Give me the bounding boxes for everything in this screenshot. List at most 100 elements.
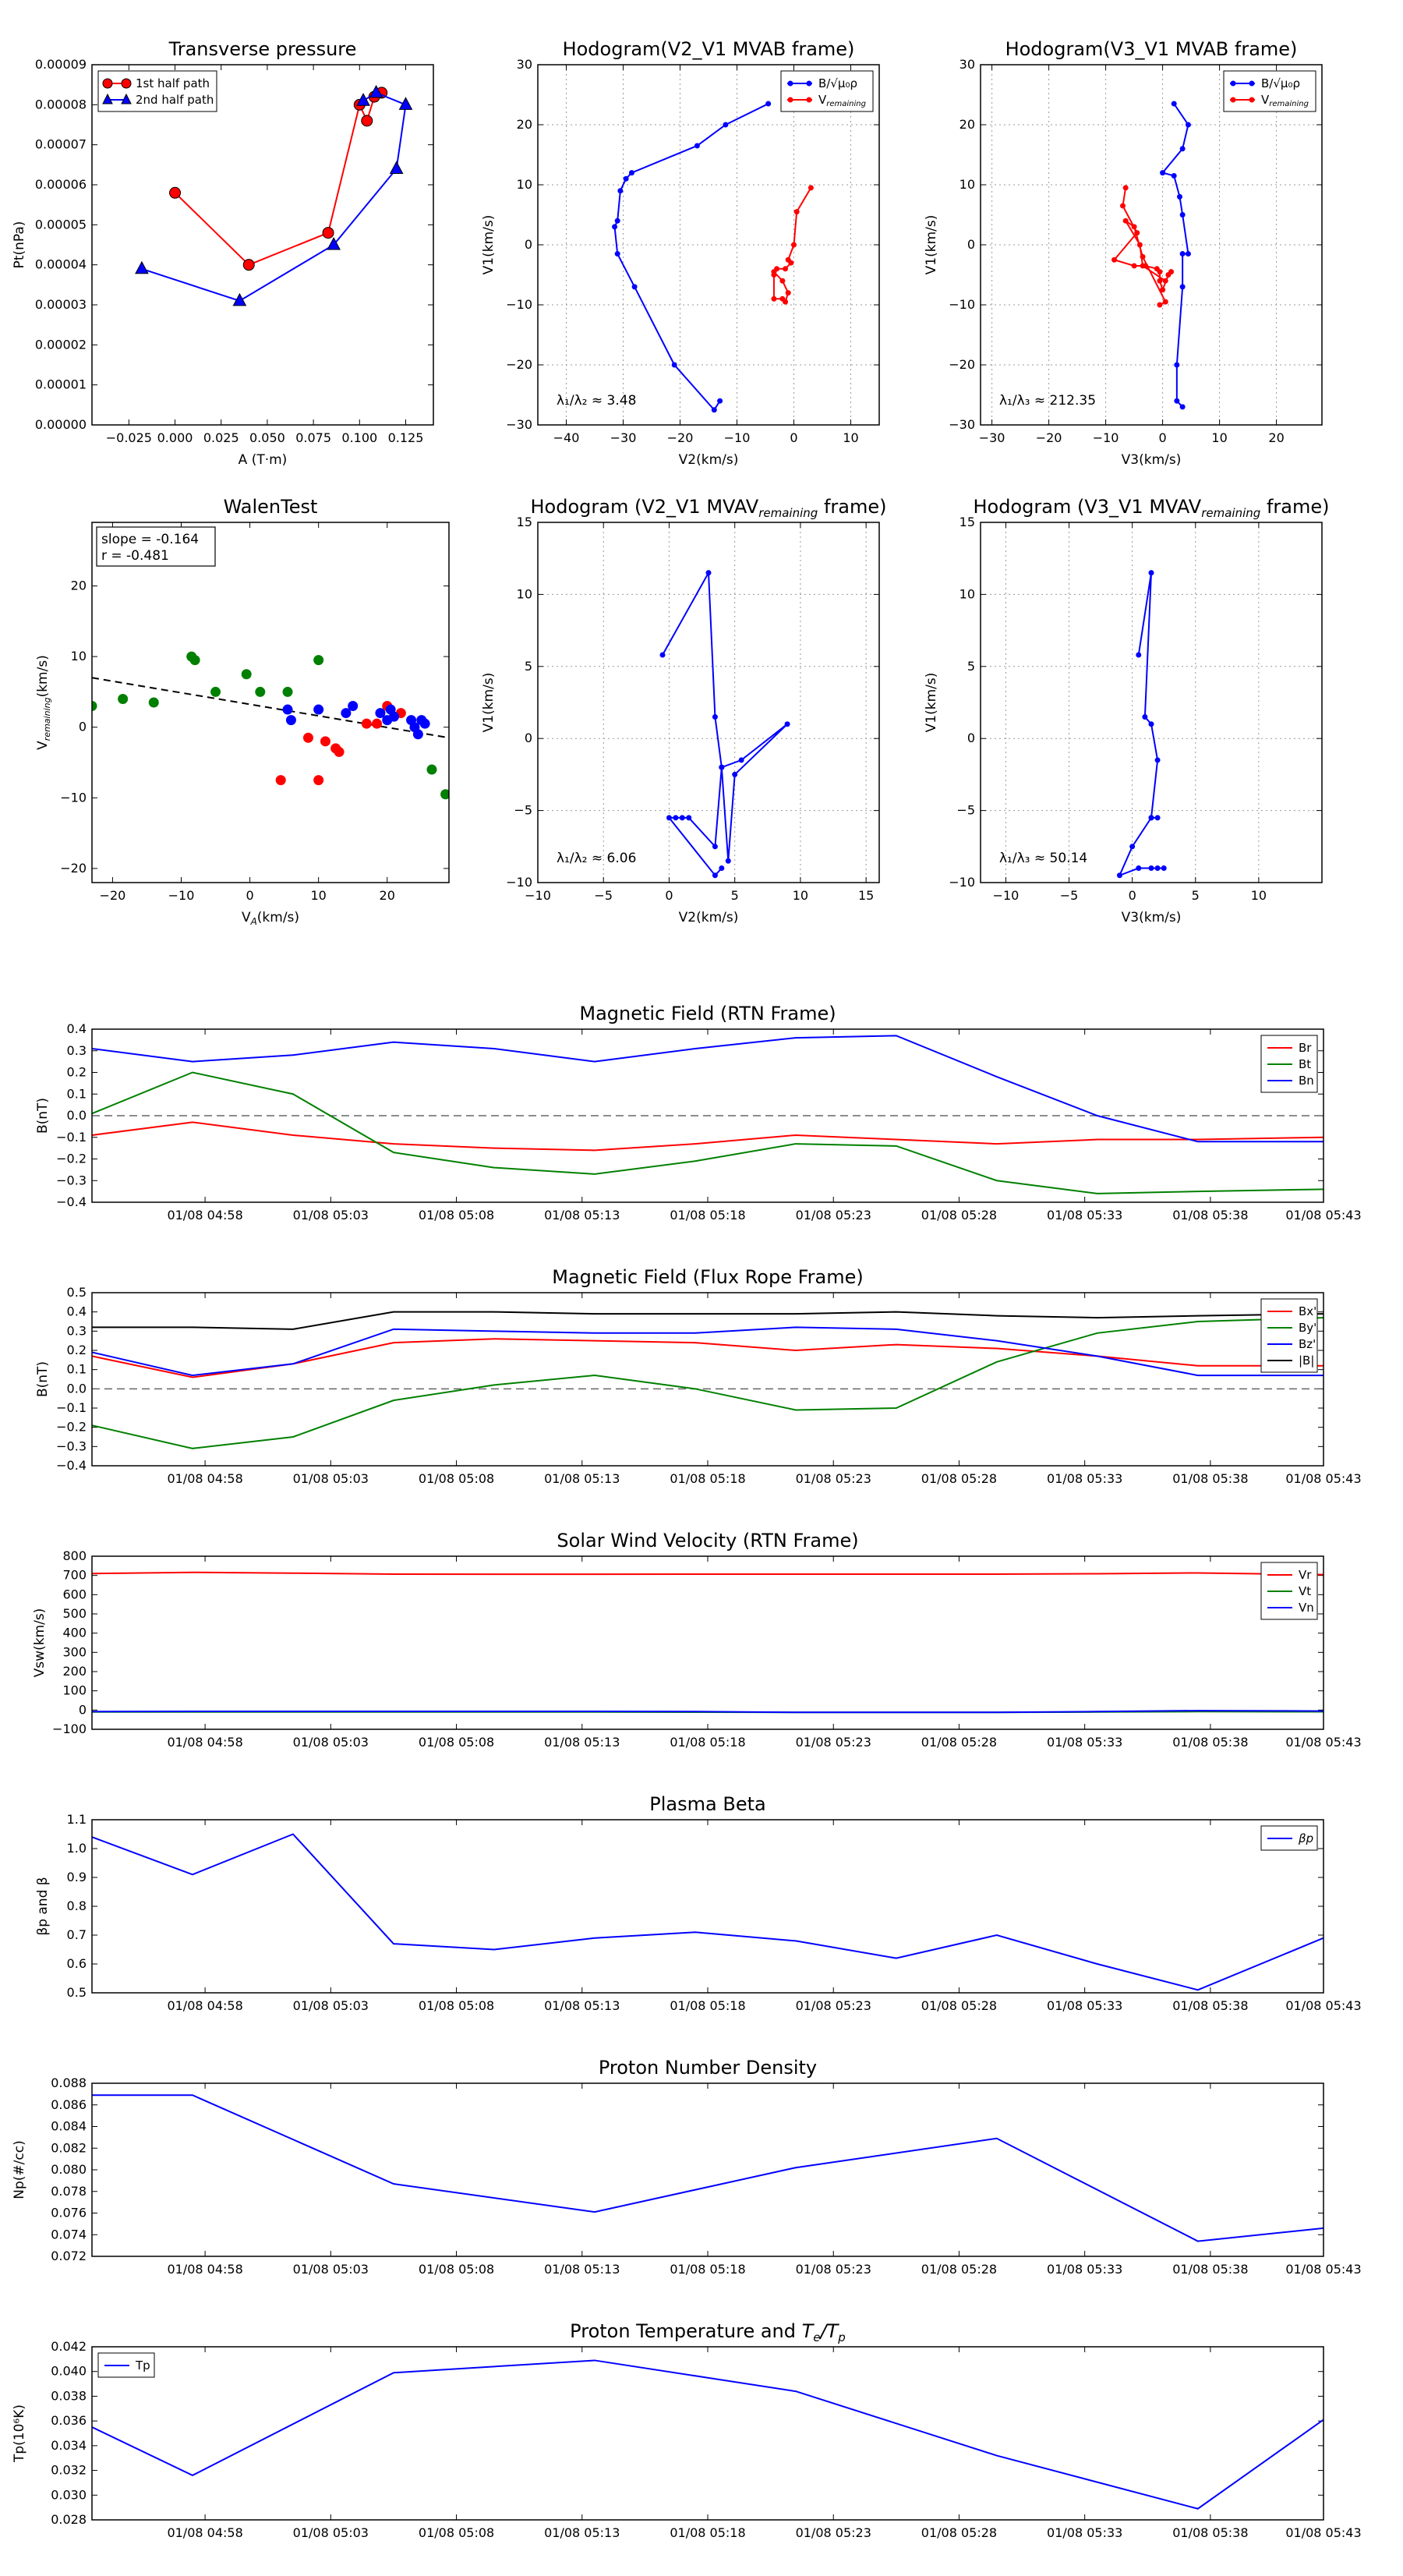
series-line-0 [662,570,788,877]
chart-walen: WalenTest −20 −10 0 10 20 −20 −10 0 10 20 VA(km/s) V… [35,496,450,927]
y-tick-label: 500 [62,1606,87,1621]
y-tick-label: 5 [967,659,975,674]
plot-area [92,1571,1323,1714]
series-line-1st half path [174,92,383,266]
y-tick-label: 15 [517,515,532,529]
x-tick-label: −10 [724,430,751,445]
data-point [241,669,252,680]
y-tick-label: −0.2 [56,1420,87,1435]
data-point [1162,299,1168,305]
x-tick-label: 01/08 05:08 [419,1208,494,1223]
y-tick-label: 0.3 [67,1043,87,1058]
data-point [614,218,620,224]
data-point [1122,218,1129,224]
y-tick-label: 0.028 [51,2512,87,2527]
y-tick-label: 0.00005 [35,217,87,232]
chart-title: Magnetic Field (RTN Frame) [579,1003,836,1024]
data-point [631,284,638,290]
data-point [712,713,718,720]
chart-title: Proton Number Density [599,2057,817,2079]
series-line-|B| [92,1311,1323,1330]
plot-area [92,2359,1323,2510]
x-tick-label: 01/08 05:18 [670,1208,745,1223]
x-tick-label: 01/08 05:38 [1172,1998,1248,2013]
y-tick-label: 0 [967,731,975,745]
chart-title: Magnetic Field (Flux Rope Frame) [552,1266,863,1288]
legend-marker [121,93,132,104]
y-tick-label: −100 [52,1721,87,1736]
y-tick-label: −0.1 [56,1400,87,1415]
y-tick-label: 0.0 [67,1381,87,1396]
data-point [712,872,718,879]
y-tick-label: 0.030 [51,2487,87,2502]
series-line-0 [1118,572,1164,877]
x-tick-label: 01/08 05:38 [1172,1735,1248,1750]
data-point [419,718,430,729]
x-tick-label: 01/08 05:08 [419,2525,494,2540]
x-tick-label: 01/08 05:28 [921,2262,997,2277]
y-tick-label: 800 [62,1548,87,1563]
legend: B/√μ₀ρ Vremaining [780,70,874,112]
x-tick-label: 0.050 [249,430,285,445]
y-tick-label: 0.040 [51,2364,87,2379]
data-point [779,278,786,284]
y-tick-label: −5 [956,803,975,818]
data-point [92,701,97,712]
data-point [1154,865,1161,872]
y-axis-label: Pt(nPa) [12,221,27,269]
y-tick-label: 0 [967,237,975,252]
y-tick-label: 0 [79,720,87,734]
x-tick-label: 10 [310,888,326,903]
series-line-βp [92,1833,1323,1991]
chart-title: WalenTest [224,496,318,518]
x-tick-label: 01/08 05:43 [1285,1208,1361,1223]
y-tick-label: 0.082 [51,2140,87,2155]
data-point [711,407,717,413]
x-tick-label: 0 [1129,888,1136,903]
axes-frame [91,1819,1324,1994]
data-point [1142,713,1148,720]
y-tick-label: 0.034 [51,2438,87,2453]
x-axis-label: V3(km/s) [1122,910,1182,925]
data-point [398,97,413,110]
x-tick-label: 01/08 04:58 [167,1735,242,1750]
series-line-Bt [92,1071,1323,1194]
x-tick-label: 01/08 05:33 [1047,2262,1122,2277]
data-point [313,655,324,666]
legend-marker [787,80,793,87]
y-tick-label: −5 [514,803,532,818]
x-tick-label: −40 [553,430,580,445]
data-point [1131,224,1137,230]
plot-area [612,101,814,413]
y-tick-label: 0.086 [51,2097,87,2112]
x-tick-label: 5 [731,888,739,903]
x-tick-label: 01/08 05:23 [796,1735,871,1750]
chart-vsw: Solar Wind Velocity (RTN Frame) 01/08 04:… [32,1530,1362,1750]
data-point [1179,404,1186,410]
chart-tp2: Proton Temperature and Te/Tp 01/08 04:58 0… [12,2320,1362,2540]
x-tick-label: 01/08 05:28 [921,1208,997,1223]
data-point [1136,652,1142,658]
data-point [242,259,255,271]
legend: Bx' By' Bz' |B| [1260,1298,1318,1373]
x-tick-label: 01/08 04:58 [167,1998,242,2013]
y-tick-label: 700 [62,1568,87,1583]
y-tick-label: 300 [62,1644,87,1659]
x-tick-label: 01/08 05:43 [1285,1998,1361,2013]
legend-label: Tp [135,2358,150,2373]
chart-h4: Hodogram (V3_V1 MVAVremaining frame) −10 −… [924,496,1329,925]
y-tick-label: 0.7 [67,1927,87,1942]
y-tick-label: 0.0 [67,1108,87,1123]
y-tick-label: 30 [959,57,975,72]
eigenvalue-ratio-annotation: λ₁/λ₃ ≈ 212.35 [999,393,1096,409]
legend: B/√μ₀ρ Vremaining [1223,70,1316,112]
plot-area [92,1833,1323,1991]
data-point [341,708,352,719]
x-tick-label: 0.075 [295,430,331,445]
y-tick-label: −30 [949,417,975,432]
legend-label: Bx' [1299,1304,1316,1318]
legend-marker [806,80,812,87]
y-tick-label: −20 [949,357,975,372]
x-tick-label: 01/08 05:08 [419,2262,494,2277]
x-tick-label: 01/08 05:18 [670,2525,745,2540]
